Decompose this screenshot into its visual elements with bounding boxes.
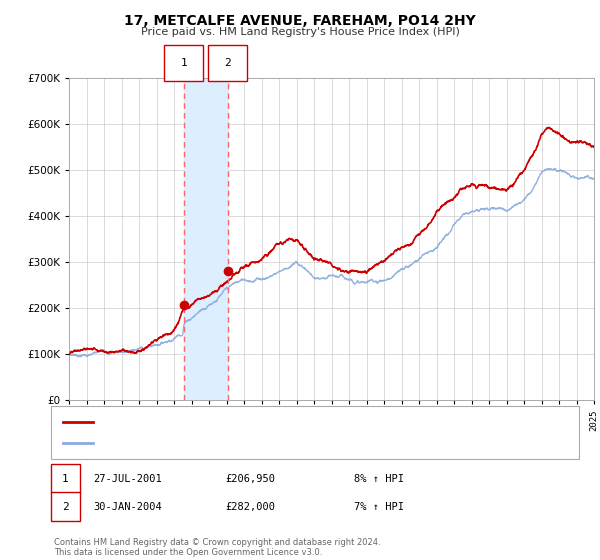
Text: Price paid vs. HM Land Registry's House Price Index (HPI): Price paid vs. HM Land Registry's House … bbox=[140, 27, 460, 37]
Text: 2: 2 bbox=[62, 502, 69, 512]
Text: 1: 1 bbox=[62, 474, 69, 484]
Text: 27-JUL-2001: 27-JUL-2001 bbox=[93, 474, 162, 484]
Text: 30-JAN-2004: 30-JAN-2004 bbox=[93, 502, 162, 512]
Text: 17, METCALFE AVENUE, FAREHAM, PO14 2HY (detached house): 17, METCALFE AVENUE, FAREHAM, PO14 2HY (… bbox=[99, 417, 407, 427]
Text: 1: 1 bbox=[181, 58, 187, 68]
Text: 17, METCALFE AVENUE, FAREHAM, PO14 2HY: 17, METCALFE AVENUE, FAREHAM, PO14 2HY bbox=[124, 14, 476, 28]
Text: £206,950: £206,950 bbox=[225, 474, 275, 484]
Text: This data is licensed under the Open Government Licence v3.0.: This data is licensed under the Open Gov… bbox=[54, 548, 322, 557]
Text: 2: 2 bbox=[224, 58, 231, 68]
Text: £282,000: £282,000 bbox=[225, 502, 275, 512]
Text: HPI: Average price, detached house, Fareham: HPI: Average price, detached house, Fare… bbox=[99, 438, 322, 448]
Bar bbox=[184, 78, 228, 400]
Text: Contains HM Land Registry data © Crown copyright and database right 2024.: Contains HM Land Registry data © Crown c… bbox=[54, 538, 380, 547]
Text: 8% ↑ HPI: 8% ↑ HPI bbox=[354, 474, 404, 484]
Text: 7% ↑ HPI: 7% ↑ HPI bbox=[354, 502, 404, 512]
